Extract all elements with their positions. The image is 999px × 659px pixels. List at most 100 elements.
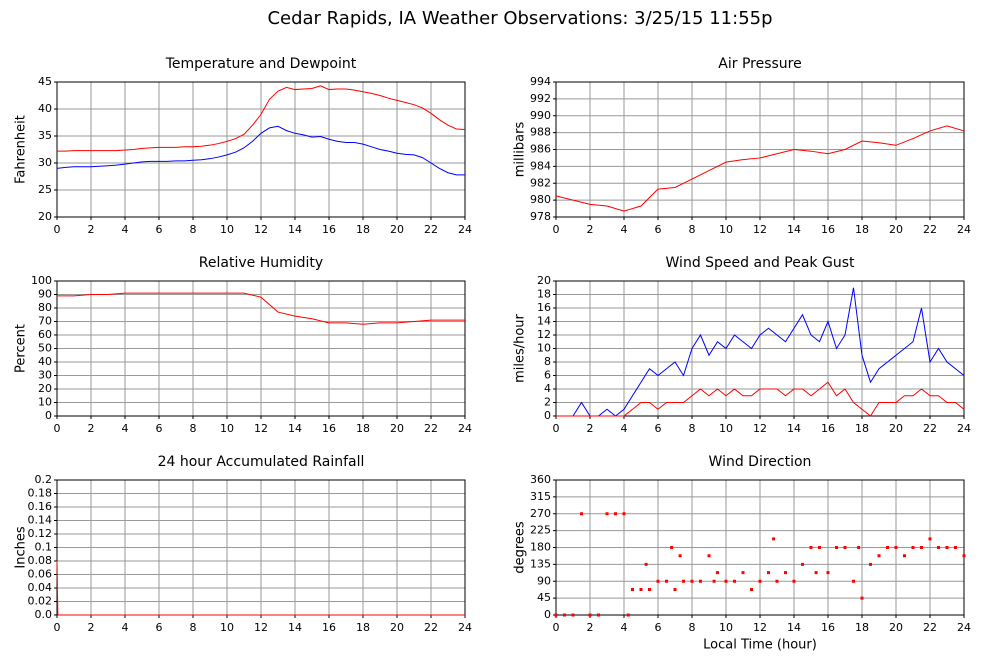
y-tick-label: 60 <box>38 328 52 341</box>
x-tick-label: 20 <box>390 422 404 435</box>
y-tick-label: 10 <box>38 396 52 409</box>
x-tick-label: 20 <box>889 621 903 634</box>
y-tick-label: 18 <box>537 288 551 301</box>
data-point <box>588 613 592 617</box>
data-point <box>894 546 898 549</box>
data-point <box>843 546 847 549</box>
data-point <box>814 571 818 575</box>
y-tick-label: 8 <box>544 355 551 368</box>
y-tick-label: 0.06 <box>28 568 53 581</box>
x-tick-label: 12 <box>753 621 767 634</box>
data-point <box>605 512 609 516</box>
x-tick-label: 2 <box>587 223 594 236</box>
data-point <box>818 546 821 549</box>
x-tick-label: 6 <box>156 422 163 435</box>
y-tick-label: 80 <box>38 301 52 314</box>
x-tick-label: 0 <box>553 223 560 236</box>
data-point <box>945 546 949 549</box>
x-tick-label: 18 <box>855 422 869 435</box>
y-tick-label: 994 <box>530 75 551 88</box>
y-tick-label: 10 <box>537 342 551 355</box>
x-tick-label: 8 <box>689 422 696 435</box>
x-tick-label: 16 <box>322 422 336 435</box>
y-tick-label: 988 <box>530 126 551 139</box>
x-tick-label: 4 <box>122 621 129 634</box>
data-point <box>860 596 864 600</box>
y-tick-label: 20 <box>38 382 52 395</box>
data-point <box>962 554 966 558</box>
data-line <box>56 125 465 176</box>
data-point <box>792 579 796 583</box>
data-point <box>656 579 660 583</box>
y-axis-label: millibars <box>513 122 528 178</box>
y-tick-label: 0.2 <box>35 473 53 486</box>
x-tick-label: 18 <box>356 223 370 236</box>
data-point <box>626 613 630 617</box>
x-tick-label: 10 <box>220 621 234 634</box>
x-tick-label: 10 <box>220 422 234 435</box>
x-tick-label: 0 <box>553 422 560 435</box>
y-tick-label: 50 <box>38 342 52 355</box>
y-tick-label: 0 <box>544 409 551 422</box>
y-tick-label: 978 <box>530 210 551 223</box>
data-point <box>928 537 932 541</box>
plot-frame <box>555 479 965 616</box>
plot-frame <box>56 81 466 218</box>
x-tick-label: 2 <box>88 223 95 236</box>
y-tick-label: 360 <box>530 473 551 486</box>
y-tick-label: 0.02 <box>28 595 53 608</box>
y-tick-label: 20 <box>537 274 551 287</box>
y-tick-label: 4 <box>544 382 551 395</box>
data-point <box>775 579 779 583</box>
x-tick-label: 20 <box>889 422 903 435</box>
data-point <box>716 571 719 575</box>
x-tick-label: 2 <box>88 422 95 435</box>
data-point <box>733 579 736 583</box>
page-title: Cedar Rapids, IA Weather Observations: 3… <box>267 8 772 29</box>
y-tick-label: 40 <box>38 355 52 368</box>
data-point <box>758 579 762 583</box>
y-tick-label: 30 <box>38 369 52 382</box>
y-tick-label: 0.16 <box>28 500 53 513</box>
data-point <box>554 613 558 617</box>
x-tick-label: 4 <box>621 223 628 236</box>
x-tick-label: 16 <box>821 422 835 435</box>
data-line <box>556 381 965 417</box>
x-tick-label: 22 <box>424 621 438 634</box>
x-tick-label: 10 <box>220 223 234 236</box>
y-tick-label: 40 <box>38 102 52 115</box>
x-tick-label: 18 <box>855 223 869 236</box>
y-tick-label: 315 <box>530 490 551 503</box>
x-tick-label: 24 <box>458 621 472 634</box>
x-tick-label: 12 <box>753 422 767 435</box>
y-tick-label: 0 <box>45 409 52 422</box>
y-tick-label: 2 <box>544 396 551 409</box>
x-tick-label: 14 <box>288 422 302 435</box>
x-tick-label: 8 <box>689 223 696 236</box>
data-point <box>772 537 776 541</box>
x-tick-label: 24 <box>957 621 971 634</box>
data-point <box>673 588 677 591</box>
x-tick-label: 16 <box>322 223 336 236</box>
data-point <box>644 562 648 566</box>
data-point <box>639 588 643 591</box>
x-tick-label: 8 <box>190 223 197 236</box>
x-tick-label: 6 <box>156 621 163 634</box>
x-tick-label: 24 <box>458 223 472 236</box>
x-tick-label: 6 <box>655 422 662 435</box>
x-tick-label: 8 <box>689 621 696 634</box>
y-tick-label: 45 <box>537 591 551 604</box>
x-tick-label: 14 <box>288 621 302 634</box>
plot-frame <box>56 280 466 417</box>
data-point <box>877 554 881 558</box>
x-tick-label: 24 <box>957 223 971 236</box>
x-tick-label: 14 <box>787 621 801 634</box>
data-point <box>826 571 830 575</box>
data-point <box>741 571 745 575</box>
x-tick-label: 20 <box>390 621 404 634</box>
y-axis-label: Fahrenheit <box>14 115 29 184</box>
y-tick-label: 0.14 <box>28 514 53 527</box>
x-tick-label: 18 <box>356 621 370 634</box>
y-tick-label: 982 <box>530 176 551 189</box>
x-tick-label: 6 <box>156 223 163 236</box>
